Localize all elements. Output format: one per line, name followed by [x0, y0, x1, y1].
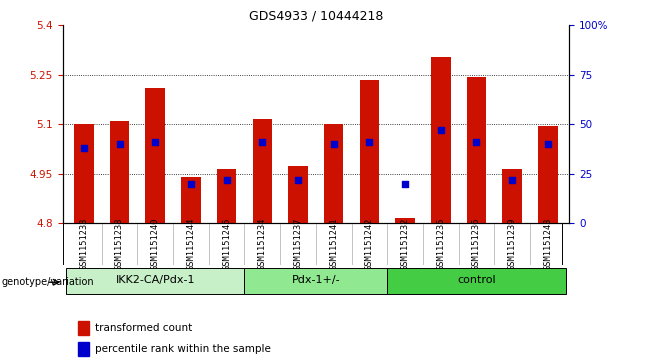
FancyBboxPatch shape [387, 268, 566, 294]
Bar [110, 121, 130, 223]
Point [436, 127, 446, 133]
FancyBboxPatch shape [245, 268, 387, 294]
Text: GSM1151235: GSM1151235 [436, 218, 445, 270]
Point [328, 141, 339, 147]
Text: GSM1151233: GSM1151233 [80, 218, 88, 270]
Bar [74, 124, 93, 223]
Bar [359, 80, 379, 223]
Text: GSM1151245: GSM1151245 [222, 218, 231, 270]
Bar [217, 169, 236, 223]
FancyBboxPatch shape [66, 268, 245, 294]
Text: percentile rank within the sample: percentile rank within the sample [95, 344, 271, 354]
Bar [253, 119, 272, 223]
Text: transformed count: transformed count [95, 323, 193, 334]
Bar [395, 218, 415, 223]
Text: genotype/variation: genotype/variation [1, 277, 94, 287]
Text: GSM1151241: GSM1151241 [329, 218, 338, 270]
Point [542, 141, 553, 147]
Point [186, 181, 196, 187]
Bar [431, 57, 451, 223]
Text: control: control [457, 276, 495, 285]
Point [257, 139, 268, 145]
Text: IKK2-CA/Pdx-1: IKK2-CA/Pdx-1 [116, 276, 195, 285]
Bar [145, 88, 165, 223]
Text: GSM1151243: GSM1151243 [544, 218, 552, 270]
Text: GSM1151236: GSM1151236 [472, 218, 481, 270]
Point [471, 139, 482, 145]
Bar [78, 342, 89, 356]
Point [293, 177, 303, 183]
Text: GSM1151244: GSM1151244 [186, 218, 195, 270]
Bar [538, 126, 557, 223]
Text: GSM1151240: GSM1151240 [151, 218, 160, 270]
Point [114, 141, 125, 147]
Bar [324, 124, 343, 223]
Bar [181, 177, 201, 223]
Point [400, 181, 411, 187]
Bar [78, 322, 89, 335]
Point [507, 177, 517, 183]
Text: GSM1151242: GSM1151242 [365, 218, 374, 270]
Text: GSM1151238: GSM1151238 [115, 218, 124, 270]
Text: GSM1151239: GSM1151239 [507, 218, 517, 270]
Text: GSM1151232: GSM1151232 [401, 218, 409, 270]
Bar [467, 77, 486, 223]
Title: GDS4933 / 10444218: GDS4933 / 10444218 [249, 10, 383, 23]
Text: GSM1151234: GSM1151234 [258, 218, 267, 270]
Bar [502, 170, 522, 223]
Point [221, 177, 232, 183]
Text: Pdx-1+/-: Pdx-1+/- [291, 276, 340, 285]
Point [364, 139, 374, 145]
Text: GSM1151237: GSM1151237 [293, 218, 303, 270]
Bar [288, 166, 308, 223]
Point [79, 145, 89, 151]
Point [150, 139, 161, 145]
